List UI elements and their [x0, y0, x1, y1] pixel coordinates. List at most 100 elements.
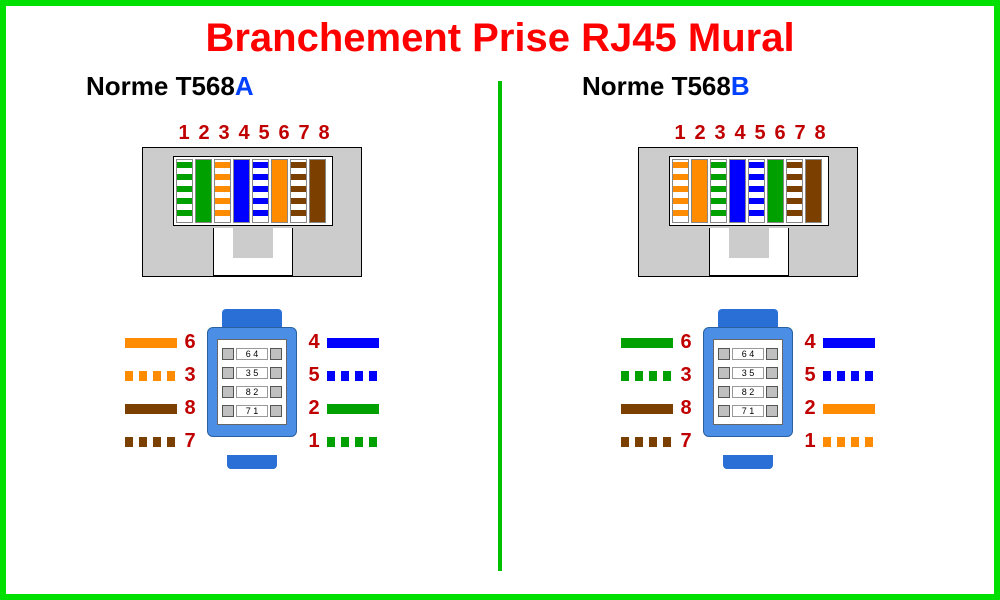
wire-number: 7 — [679, 430, 693, 453]
jack-body — [638, 147, 858, 277]
slot-label: 3 5 — [732, 367, 764, 379]
wire-number: 6 — [183, 331, 197, 354]
slot-label: 6 4 — [732, 348, 764, 360]
pin-green-solid — [195, 159, 212, 223]
pin-brown-solid — [805, 159, 822, 223]
wire-number: 2 — [803, 397, 817, 420]
wire-green-solid — [621, 338, 673, 348]
pin-number: 6 — [277, 122, 291, 145]
wire-row: 1 — [307, 430, 379, 453]
idc-pin — [766, 348, 778, 360]
pin-orange-solid — [271, 159, 288, 223]
pin-number: 4 — [237, 122, 251, 145]
wire-row: 3 — [621, 364, 693, 387]
wire-row: 2 — [803, 397, 875, 420]
pin-number: 7 — [297, 122, 311, 145]
keystone-slot: 7 1 — [222, 404, 282, 418]
keystone-bottom — [723, 455, 773, 469]
keystone-jack: 6 43 58 27 1 — [207, 327, 297, 457]
pin-brown-solid — [309, 159, 326, 223]
wire-row: 8 — [125, 397, 197, 420]
slot-label: 7 1 — [236, 405, 268, 417]
pin-number: 2 — [693, 122, 707, 145]
idc-pin — [270, 386, 282, 398]
pin-number: 7 — [793, 122, 807, 145]
pin-area — [173, 156, 333, 226]
subtitle-prefix: Norme T568 — [86, 71, 235, 101]
punchdown-right: 4521 — [803, 331, 875, 453]
pin-orange-solid — [691, 159, 708, 223]
diagram-frame: Branchement Prise RJ45 Mural Norme T568A… — [0, 0, 1000, 600]
wire-blue-solid — [327, 338, 379, 348]
wire-green-solid — [327, 404, 379, 414]
subtitle-prefix: Norme T568 — [582, 71, 731, 101]
content-row: Norme T568A1234567863876 43 58 27 14521 … — [6, 61, 994, 571]
slot-label: 7 1 — [732, 405, 764, 417]
wire-number: 8 — [679, 397, 693, 420]
idc-pin — [222, 405, 234, 417]
wire-orange-dashed — [125, 371, 177, 381]
pin-number: 5 — [257, 122, 271, 145]
keystone-slots: 6 43 58 27 1 — [217, 339, 287, 425]
wire-number: 7 — [183, 430, 197, 453]
pin-area — [669, 156, 829, 226]
panel-t568a: Norme T568A1234567863876 43 58 27 14521 — [6, 61, 498, 571]
pin-blue-striped — [748, 159, 765, 223]
pin-number: 6 — [773, 122, 787, 145]
pin-number: 8 — [317, 122, 331, 145]
idc-pin — [270, 348, 282, 360]
idc-pin — [222, 386, 234, 398]
pin-number: 5 — [753, 122, 767, 145]
wire-number: 4 — [307, 331, 321, 354]
wire-number: 4 — [803, 331, 817, 354]
wire-number: 5 — [307, 364, 321, 387]
subtitle-letter: A — [235, 71, 254, 101]
pin-brown-striped — [290, 159, 307, 223]
idc-pin — [718, 348, 730, 360]
slot-label: 8 2 — [236, 386, 268, 398]
keystone-jack: 6 4 3 5 8 2 7 1 — [703, 327, 793, 457]
wire-blue-dashed — [823, 371, 875, 381]
punchdown-left: 6 3 8 7 — [125, 331, 197, 453]
wire-brown-dashed — [125, 437, 177, 447]
wire-orange-solid — [125, 338, 177, 348]
page-title: Branchement Prise RJ45 Mural — [6, 6, 994, 61]
pin-numbers: 12345678 — [177, 122, 331, 145]
keystone-slot: 3 5 — [718, 366, 778, 380]
idc-pin — [222, 367, 234, 379]
keystone-top — [222, 309, 282, 329]
jack-tab-inner — [729, 228, 769, 258]
pin-numbers: 12345678 — [673, 122, 827, 145]
wire-number: 1 — [803, 430, 817, 453]
pin-brown-striped — [786, 159, 803, 223]
punchdown-left: 6387 — [621, 331, 693, 453]
pin-orange-striped — [672, 159, 689, 223]
punchdown-right: 4521 — [307, 331, 379, 453]
wire-orange-dashed — [823, 437, 875, 447]
wire-number: 3 — [183, 364, 197, 387]
idc-pin — [718, 405, 730, 417]
wire-number: 8 — [183, 397, 197, 420]
jack-body — [142, 147, 362, 277]
panel-subtitle: Norme T568B — [582, 71, 954, 102]
wire-brown-dashed — [621, 437, 673, 447]
wire-row: 4 — [803, 331, 875, 354]
keystone-bottom — [227, 455, 277, 469]
wire-row: 7 — [125, 430, 197, 453]
keystone-slot: 3 5 — [222, 366, 282, 380]
pin-number: 3 — [217, 122, 231, 145]
keystone-slot: 6 4 — [718, 347, 778, 361]
pin-green-striped — [176, 159, 193, 223]
wire-row: 1 — [803, 430, 875, 453]
pin-number: 4 — [733, 122, 747, 145]
keystone-top — [718, 309, 778, 329]
wire-number: 3 — [679, 364, 693, 387]
panel-subtitle: Norme T568A — [86, 71, 458, 102]
pin-green-striped — [710, 159, 727, 223]
pin-number: 8 — [813, 122, 827, 145]
idc-pin — [766, 386, 778, 398]
pin-blue-striped — [252, 159, 269, 223]
wire-row: 5 — [307, 364, 379, 387]
slot-label: 8 2 — [732, 386, 764, 398]
pin-orange-striped — [214, 159, 231, 223]
